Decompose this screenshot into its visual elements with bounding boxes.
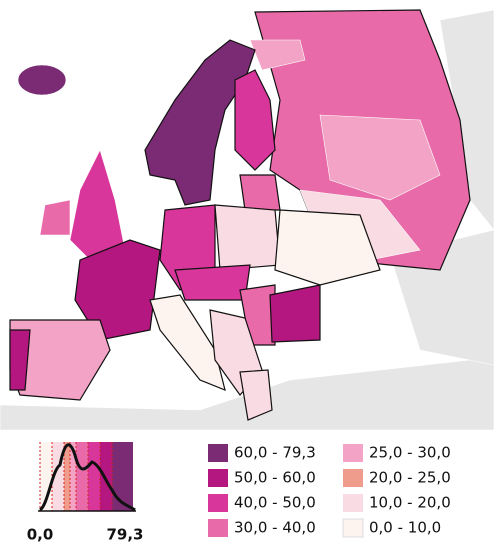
- legend-label: 20,0 - 25,0: [369, 469, 451, 487]
- legend-label: 10,0 - 20,0: [369, 494, 451, 512]
- histogram-band: [112, 442, 133, 511]
- region: [74, 239, 161, 341]
- region: [174, 264, 251, 301]
- region: [9, 329, 31, 391]
- region: [239, 369, 273, 421]
- legend-swatch: [343, 494, 363, 512]
- axis-label: 0,0: [27, 526, 54, 544]
- legend-swatch: [342, 518, 364, 538]
- density-curve: [38, 443, 136, 512]
- legend-label: 0,0 - 10,0: [369, 519, 441, 537]
- region: [274, 209, 381, 286]
- legend-swatch: [343, 469, 363, 487]
- legend-swatch: [208, 519, 228, 537]
- region: [17, 64, 67, 96]
- region: [249, 39, 306, 71]
- histogram-band: [100, 442, 112, 511]
- region: [149, 294, 226, 391]
- region: [234, 69, 276, 171]
- legend: 60,0 - 79,3 50,0 - 60,0 40,0 - 50,0 30,0 - …: [208, 444, 451, 538]
- legend-label: 40,0 - 50,0: [234, 494, 316, 512]
- legend-swatch: [343, 444, 363, 462]
- region: [269, 284, 321, 343]
- region: [214, 204, 281, 271]
- region: [144, 39, 256, 206]
- histogram: [39, 442, 133, 511]
- map: [0, 9, 494, 430]
- legend-swatch: [208, 494, 228, 512]
- legend-label: 60,0 - 79,3: [234, 444, 316, 462]
- legend-swatch: [208, 444, 228, 462]
- region: [39, 199, 71, 236]
- legend-swatch: [208, 469, 228, 487]
- axis-label: 79,3: [106, 526, 143, 544]
- histogram-band: [70, 442, 76, 511]
- histogram-band: [76, 442, 88, 511]
- legend-label: 25,0 - 30,0: [369, 444, 451, 462]
- legend-label: 30,0 - 40,0: [234, 519, 316, 537]
- region: [239, 174, 281, 211]
- legend-label: 50,0 - 60,0: [234, 469, 316, 487]
- histogram-band: [64, 442, 70, 511]
- region: [319, 114, 441, 201]
- histogram-band: [88, 442, 100, 511]
